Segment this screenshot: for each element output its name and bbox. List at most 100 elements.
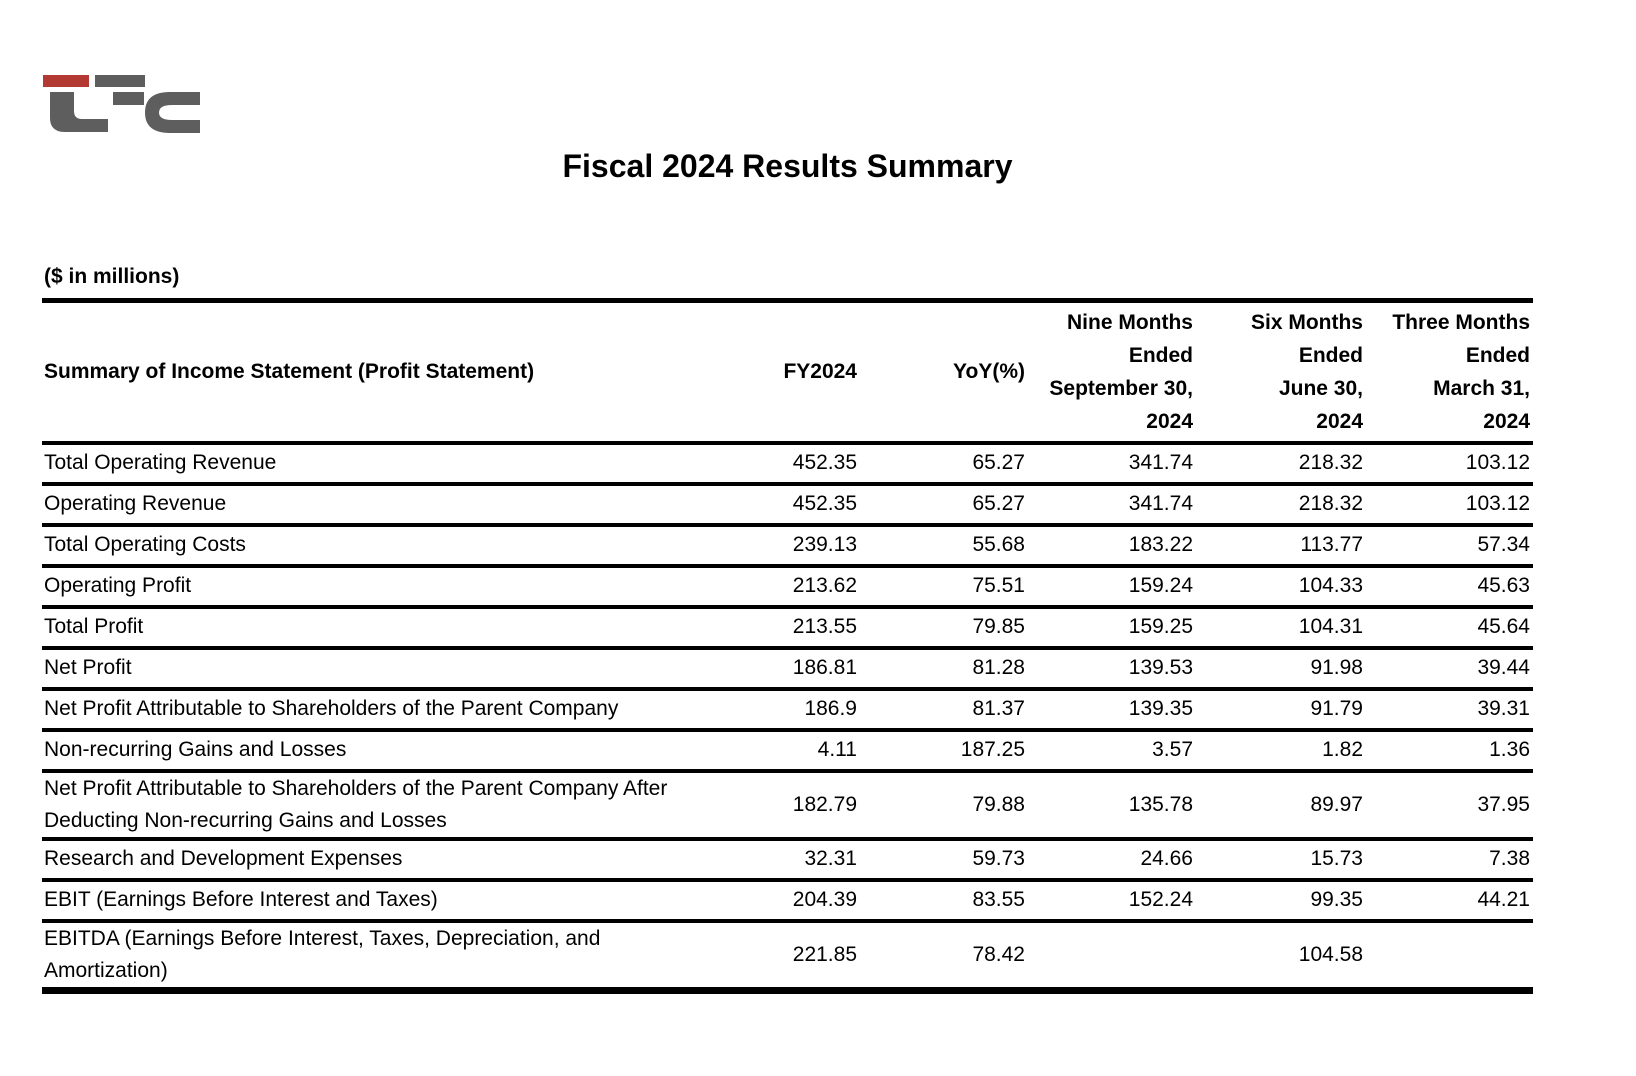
row-label: Non-recurring Gains and Losses [42, 729, 702, 773]
value-cell: 159.24 [1028, 565, 1196, 609]
table-row: Total Operating Revenue 452.35 65.27 341.74… [42, 442, 1533, 486]
value-cell: 79.88 [860, 770, 1028, 841]
value-cell: 37.95 [1366, 770, 1533, 841]
value-cell: 83.55 [860, 879, 1028, 923]
value-cell: 91.98 [1196, 647, 1366, 691]
value-cell: 104.31 [1196, 606, 1366, 650]
logo-letter-l [50, 92, 108, 132]
column-header-line: FY2024 [783, 360, 857, 384]
page-title: Fiscal 2024 Results Summary [562, 148, 1013, 184]
value-cell: 113.77 [1196, 524, 1366, 568]
value-cell: 39.44 [1366, 647, 1533, 691]
value-cell: 103.12 [1366, 442, 1533, 486]
column-header-line: 2024 [1483, 409, 1530, 433]
row-label: EBIT (Earnings Before Interest and Taxes… [42, 879, 702, 923]
value-cell: 218.32 [1196, 483, 1366, 527]
value-cell: 89.97 [1196, 770, 1366, 841]
value-cell: 218.32 [1196, 442, 1366, 486]
table-row: Net Profit 186.81 81.28 139.53 91.98 39.44 [42, 647, 1533, 691]
column-header-line: Ended [1298, 343, 1363, 367]
value-cell [1366, 921, 1533, 991]
table-row: Net Profit Attributable to Shareholders … [42, 688, 1533, 732]
value-cell: 221.85 [792, 942, 857, 966]
company-logo [43, 75, 200, 133]
table-row: EBITDA (Earnings Before Interest, Taxes,… [42, 921, 1533, 991]
value-cell: 81.28 [860, 647, 1028, 691]
value-cell: 182.79 [702, 770, 860, 841]
column-header-line: YoY(%) [953, 360, 1025, 384]
table-row: Total Profit 213.55 79.85 159.25 104.31 45.64 [42, 606, 1533, 650]
value-cell: 139.35 [1028, 688, 1196, 732]
logo-letter-c [145, 92, 200, 133]
column-header-line: Ended [1465, 343, 1530, 367]
column-header-fy2024: FY2024 [702, 300, 860, 445]
value-cell: 1.36 [1366, 729, 1533, 773]
value-cell: 32.31 [702, 838, 860, 882]
income-statement-table: Summary of Income Statement (Profit Stat… [42, 298, 1533, 994]
value-cell: 39.31 [1366, 688, 1533, 732]
value-cell: 65.27 [860, 442, 1028, 486]
logo-gray-bar [95, 75, 145, 87]
value-cell: 159.25 [1028, 606, 1196, 650]
value-cell: 152.24 [1028, 879, 1196, 923]
value-cell: 65.27 [860, 483, 1028, 527]
value-cell: 78.42 [972, 942, 1025, 966]
value-cell: 57.34 [1366, 524, 1533, 568]
row-label: Research and Development Expenses [42, 838, 702, 882]
column-header-yoy: YoY(%) [860, 300, 1028, 445]
row-label: Net Profit [42, 647, 702, 691]
table-header: Summary of Income Statement (Profit Stat… [42, 300, 1533, 445]
value-cell: 45.64 [1366, 606, 1533, 650]
value-cell: 7.38 [1366, 838, 1533, 882]
value-cell: 75.51 [860, 565, 1028, 609]
column-header-nine-months: Nine Months Ended September 30, 2024 [1028, 300, 1196, 445]
value-cell: 79.85 [860, 606, 1028, 650]
value-cell: 187.25 [860, 729, 1028, 773]
row-label: Total Operating Costs [42, 524, 702, 568]
value-cell: 104.58 [1298, 942, 1363, 966]
value-cell: 91.79 [1196, 688, 1366, 732]
value-cell: 103.12 [1366, 483, 1533, 527]
column-header-line: June 30, [1278, 376, 1363, 400]
column-header-line: Nine Months [1067, 310, 1193, 334]
value-cell: 186.9 [702, 688, 860, 732]
table-row: Operating Profit 213.62 75.51 159.24 104.33 4… [42, 565, 1533, 609]
column-header-line: September 30, [1049, 376, 1193, 400]
table-row: Operating Revenue 452.35 65.27 341.74 218.32… [42, 483, 1533, 527]
value-cell: 99.35 [1196, 879, 1366, 923]
value-cell: 45.63 [1366, 565, 1533, 609]
row-label: Total Operating Revenue [42, 442, 702, 486]
column-header-three-months: Three Months Ended March 31, 2024 [1366, 300, 1533, 445]
value-cell: 183.22 [1028, 524, 1196, 568]
column-header-line: Ended [1128, 343, 1193, 367]
table-body: Total Operating Revenue 452.35 65.27 341.74… [42, 442, 1533, 991]
value-cell: 55.68 [860, 524, 1028, 568]
column-header-six-months: Six Months Ended June 30, 2024 [1196, 300, 1366, 445]
value-cell: 81.37 [860, 688, 1028, 732]
logo-red-bar [43, 75, 89, 87]
value-cell: 139.53 [1028, 647, 1196, 691]
value-cell: 213.62 [702, 565, 860, 609]
value-cell: 104.33 [1196, 565, 1366, 609]
table-row: Non-recurring Gains and Losses 4.11 187.25… [42, 729, 1533, 773]
column-header-line: 2024 [1316, 409, 1363, 433]
units-note: ($ in millions) [44, 265, 180, 288]
value-cell: 4.11 [702, 729, 860, 773]
value-cell: 341.74 [1028, 483, 1196, 527]
row-label: Net Profit Attributable to Shareholders … [42, 688, 702, 732]
value-cell: 452.35 [702, 483, 860, 527]
table-row: Total Operating Costs 239.13 55.68 183.22 11… [42, 524, 1533, 568]
row-label: Operating Profit [42, 565, 702, 609]
value-cell: 213.55 [702, 606, 860, 650]
column-header-line: Three Months [1392, 310, 1530, 334]
logo-letter-f-bar [113, 92, 144, 105]
table-header-row: Summary of Income Statement (Profit Stat… [42, 300, 1533, 445]
row-label: Total Profit [42, 606, 702, 650]
column-header-label: Summary of Income Statement (Profit Stat… [42, 300, 702, 445]
value-cell: 239.13 [702, 524, 860, 568]
column-header-line: Six Months [1250, 310, 1363, 334]
value-cell: 135.78 [1028, 770, 1196, 841]
value-cell: 44.21 [1366, 879, 1533, 923]
value-cell: 1.82 [1196, 729, 1366, 773]
